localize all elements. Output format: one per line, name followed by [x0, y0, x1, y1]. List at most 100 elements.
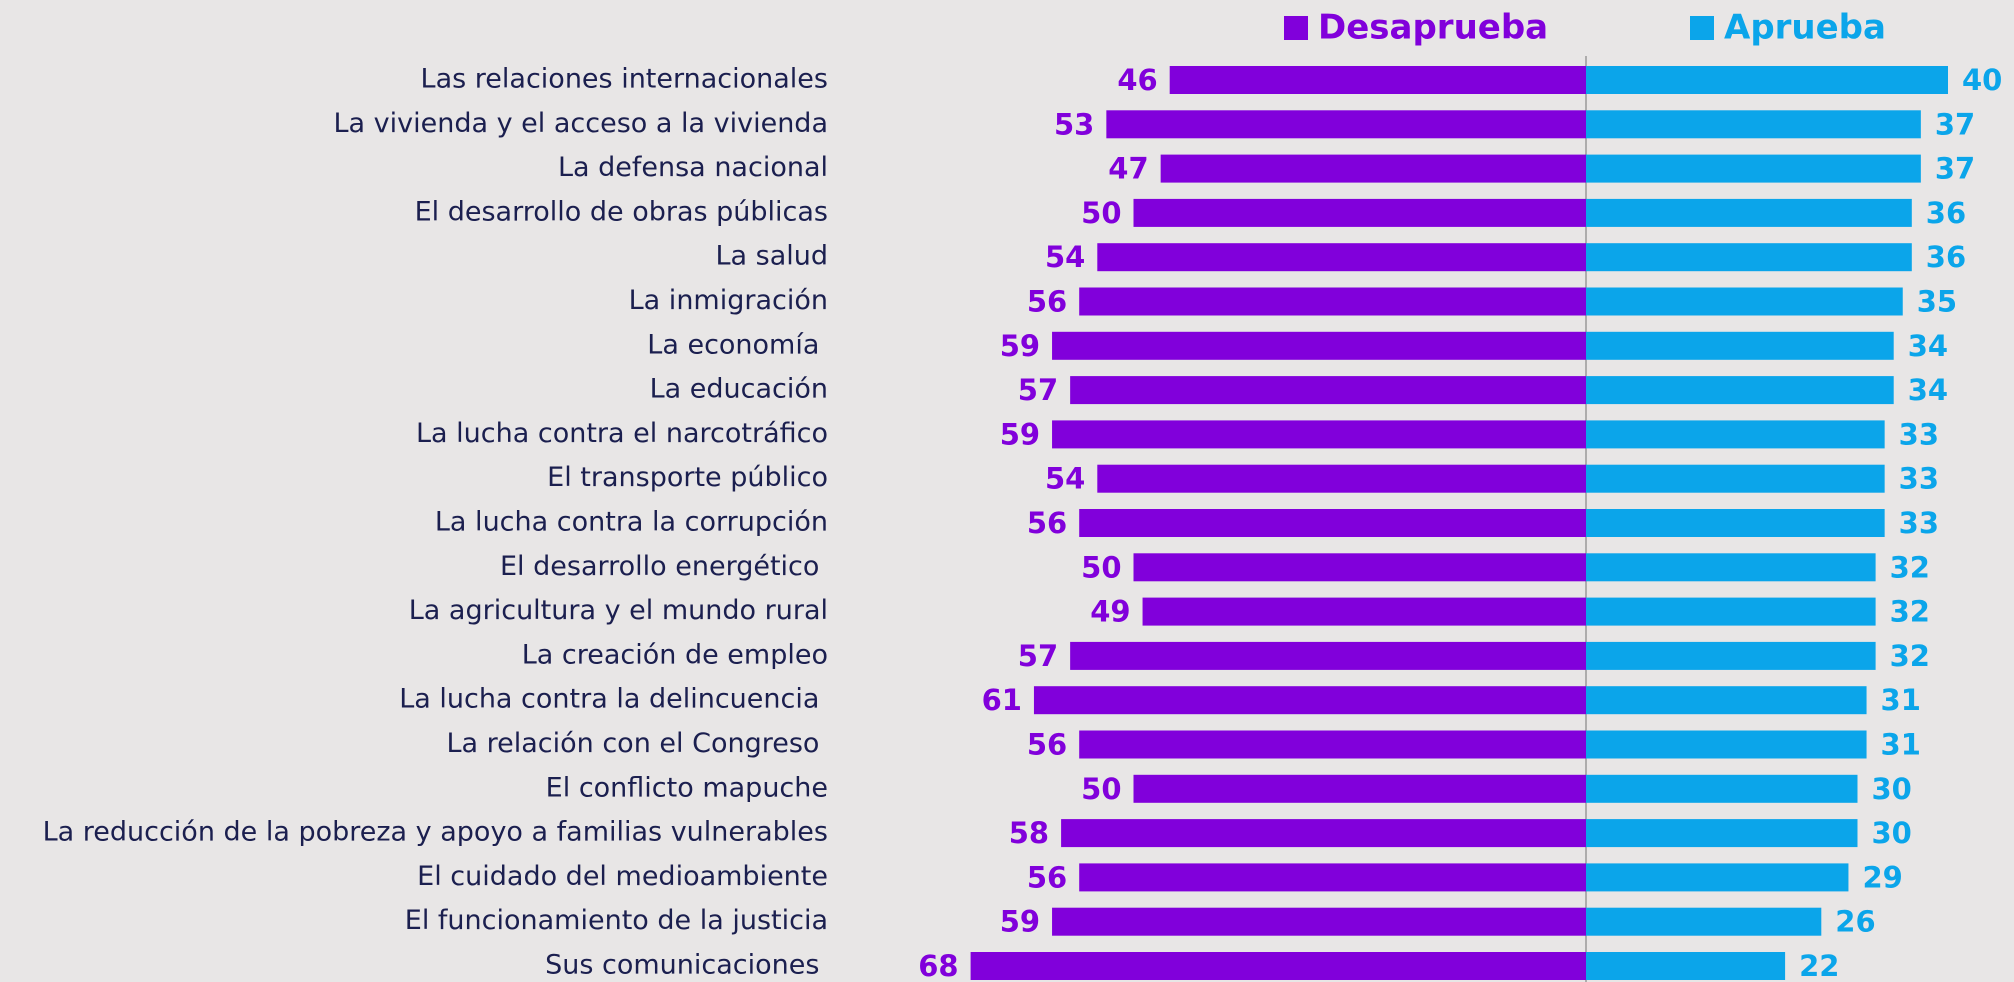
category-label: El desarrollo energético	[500, 551, 828, 582]
value-label: 37	[1935, 107, 1975, 141]
value-label: 56	[1027, 728, 1067, 762]
bar	[1586, 420, 1885, 449]
bar	[1070, 641, 1586, 670]
bar	[1052, 331, 1586, 360]
bar	[1079, 509, 1586, 537]
legend-swatch	[1690, 16, 1714, 40]
legend-swatch	[1284, 16, 1308, 40]
category-label: El cuidado del medioambiente	[417, 861, 828, 892]
value-label: 32	[1890, 595, 1930, 629]
bar	[1106, 110, 1586, 139]
category-label: La defensa nacional	[558, 152, 828, 183]
bar	[1061, 819, 1586, 848]
bar	[1586, 110, 1921, 139]
value-label: 56	[1027, 860, 1067, 894]
value-label: 34	[1908, 329, 1948, 363]
bar	[1079, 730, 1586, 759]
bar	[1052, 907, 1586, 936]
value-label: 47	[1108, 152, 1148, 186]
bar	[1133, 553, 1586, 582]
category-label: La salud	[715, 241, 828, 272]
value-label: 33	[1899, 462, 1939, 496]
bar	[1033, 686, 1586, 715]
bar	[1079, 287, 1586, 316]
bar	[1142, 597, 1586, 626]
bar	[1586, 686, 1867, 715]
bar	[1586, 331, 1894, 360]
value-label: 53	[1054, 107, 1094, 141]
value-label: 46	[1117, 63, 1157, 97]
bar	[1586, 597, 1876, 626]
bar	[1586, 553, 1876, 582]
value-label: 32	[1890, 639, 1930, 673]
value-label: 58	[1009, 816, 1049, 850]
bar	[1169, 66, 1586, 94]
category-label: El transporte público	[547, 462, 828, 493]
bar	[1586, 774, 1858, 803]
bar	[1133, 774, 1586, 803]
value-label: 33	[1899, 506, 1939, 540]
value-label: 50	[1081, 772, 1121, 806]
category-label: El desarrollo de obras públicas	[415, 196, 828, 227]
value-label: 40	[1962, 63, 2002, 97]
bar	[1586, 287, 1903, 316]
category-label: Sus comunicaciones	[545, 950, 828, 981]
category-label: La vivienda y el acceso a la vivienda	[333, 108, 828, 139]
value-label: 54	[1045, 240, 1085, 274]
value-label: 57	[1018, 373, 1058, 407]
bar	[1586, 66, 1948, 94]
value-label: 49	[1090, 595, 1130, 629]
value-label: 57	[1018, 639, 1058, 673]
category-label: La reducción de la pobreza y apoyo a fam…	[43, 817, 828, 848]
category-label: El funcionamiento de la justicia	[405, 905, 828, 936]
category-label: La relación con el Congreso	[446, 728, 828, 759]
value-label: 36	[1926, 240, 1966, 274]
value-label: 56	[1027, 285, 1067, 319]
value-label: 59	[1000, 905, 1040, 939]
value-label: 56	[1027, 506, 1067, 540]
bar	[1586, 907, 1822, 936]
value-label: 22	[1799, 949, 1839, 982]
bar	[970, 952, 1586, 980]
value-label: 59	[1000, 417, 1040, 451]
category-label: Las relaciones internacionales	[421, 64, 828, 95]
category-label: La lucha contra el narcotráfico	[416, 418, 828, 449]
bar	[1586, 952, 1786, 980]
value-label: 31	[1881, 683, 1921, 717]
value-label: 32	[1890, 550, 1930, 584]
value-label: 30	[1872, 816, 1912, 850]
legend-label: Desaprueba	[1318, 8, 1548, 48]
value-label: 33	[1899, 417, 1939, 451]
bar	[1586, 154, 1921, 183]
bar	[1586, 509, 1885, 537]
bar	[1133, 198, 1586, 227]
bar	[1160, 154, 1586, 183]
category-label: La educación	[650, 374, 828, 405]
value-label: 31	[1881, 728, 1921, 762]
category-label: El conflicto mapuche	[546, 772, 828, 803]
bar	[1586, 243, 1912, 272]
bar	[1079, 863, 1586, 892]
bar	[1097, 243, 1586, 272]
value-label: 37	[1935, 152, 1975, 186]
value-label: 29	[1862, 860, 1902, 894]
value-label: 50	[1081, 550, 1121, 584]
value-label: 34	[1908, 373, 1948, 407]
category-label: La lucha contra la delincuencia	[399, 684, 828, 715]
category-label: La inmigración	[629, 285, 828, 316]
bar	[1097, 464, 1586, 493]
value-label: 26	[1835, 905, 1875, 939]
bar	[1070, 376, 1586, 405]
category-label: La agricultura y el mundo rural	[409, 595, 828, 626]
bar	[1586, 641, 1876, 670]
value-label: 36	[1926, 196, 1966, 230]
value-label: 59	[1000, 329, 1040, 363]
category-label: La economía	[647, 329, 828, 360]
bar	[1586, 730, 1867, 759]
value-label: 30	[1872, 772, 1912, 806]
bar	[1052, 420, 1586, 449]
bar	[1586, 376, 1894, 405]
value-label: 50	[1081, 196, 1121, 230]
bar	[1586, 464, 1885, 493]
